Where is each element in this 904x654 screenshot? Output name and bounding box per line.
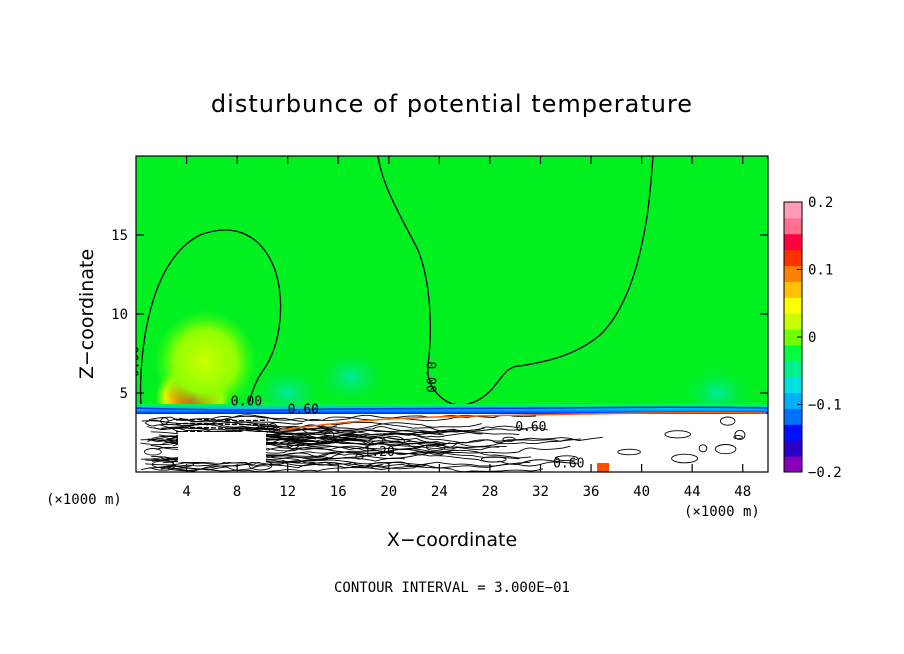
y-tick-label: 5 xyxy=(120,386,128,402)
colorbar-swatch xyxy=(784,424,802,441)
x-tick-label: 24 xyxy=(431,484,448,500)
contour-label: 0.00 xyxy=(128,346,143,377)
negative-contour xyxy=(175,418,269,422)
turbulence-eddy xyxy=(502,436,516,442)
turbulence-eddy xyxy=(151,460,175,469)
x-unit-right: (×1000 m) xyxy=(684,504,760,520)
contour-label: 0.60 xyxy=(553,456,584,471)
x-unit-left: (×1000 m) xyxy=(46,492,122,508)
turbulence-eddy xyxy=(333,435,358,440)
zero-contour-center xyxy=(377,156,654,406)
colorbar-label: −0.2 xyxy=(808,465,842,481)
colorbar-swatch xyxy=(784,456,802,473)
contour-label: 0.60 xyxy=(288,403,319,418)
turbulence-eddy xyxy=(425,443,446,451)
x-tick-label: 12 xyxy=(279,484,296,500)
x-tick-label: 44 xyxy=(684,484,701,500)
negative-contour xyxy=(175,422,269,426)
surface-hot-spot xyxy=(597,463,609,472)
negative-contour xyxy=(175,426,269,430)
turbulence-eddy xyxy=(733,435,743,440)
turbulence-contour xyxy=(150,427,548,436)
plot-area: 0.00 0.00 0.60 0.00 0.60 1.20 0.60 xyxy=(128,156,768,472)
y-axis-title: Z−coordinate xyxy=(76,249,98,379)
colorbar-swatch xyxy=(784,313,802,330)
colorbar-swatch xyxy=(784,408,802,425)
colorbar-swatch xyxy=(784,281,802,298)
x-tick-label: 48 xyxy=(734,484,751,500)
colorbar-swatch xyxy=(784,360,802,378)
colorbar-swatch xyxy=(784,344,802,362)
colorbar-swatch xyxy=(784,233,802,251)
chart-title: disturbunce of potential temperature xyxy=(211,90,693,118)
turbulence-eddy xyxy=(286,441,300,449)
colorbar-label: 0 xyxy=(808,330,816,346)
turbulence-eddy xyxy=(381,435,405,447)
contour-interval-note: CONTOUR INTERVAL = 3.000E−01 xyxy=(334,580,570,596)
turbulence-eddy xyxy=(160,417,169,425)
colorbar-swatch xyxy=(784,265,802,282)
turbulence-contour xyxy=(153,427,575,444)
contour-label: 0.60 xyxy=(515,420,546,435)
colorbar-label: 0.1 xyxy=(808,263,833,279)
x-tick-label: 28 xyxy=(481,484,498,500)
turbulence-eddy xyxy=(480,456,507,463)
x-tick-label: 32 xyxy=(532,484,549,500)
turbulence-eddy xyxy=(698,444,708,453)
colorbar-swatch xyxy=(784,202,802,219)
contour-label: 1.20 xyxy=(364,445,395,460)
colorbar-swatch xyxy=(784,376,802,394)
x-tick-label: 40 xyxy=(633,484,650,500)
contour-label: 0.00 xyxy=(423,361,438,392)
y-tick-label: 15 xyxy=(111,228,128,244)
x-tick-label: 36 xyxy=(583,484,600,500)
turbulence-eddy xyxy=(664,430,691,439)
colorbar-label: 0.2 xyxy=(808,195,833,211)
turbulence-eddy xyxy=(554,455,579,462)
turbulence-contour xyxy=(166,465,544,472)
turbulence-eddy xyxy=(144,448,162,456)
turbulence-eddy xyxy=(617,448,641,456)
colorbar-swatch xyxy=(784,392,802,409)
y-axis-ticks: 5 10 15 xyxy=(111,228,768,402)
calm-region xyxy=(178,432,266,462)
colorbar-label: −0.1 xyxy=(808,398,842,414)
x-tick-label: 8 xyxy=(233,484,241,500)
warm-layer-line xyxy=(279,411,767,431)
colorbar-swatch xyxy=(784,249,802,267)
turbulence-eddy xyxy=(167,464,175,470)
contour-labels: 0.00 0.00 0.60 0.00 0.60 1.20 0.60 xyxy=(128,346,584,471)
zero-contour-left xyxy=(139,229,282,411)
colorbar-swatch xyxy=(784,217,802,235)
contour-label: 0.00 xyxy=(231,395,262,410)
turbulence-contour xyxy=(149,461,416,472)
temperature-anomaly xyxy=(316,351,385,404)
colorbar-swatch xyxy=(784,329,802,346)
colorbar-swatch xyxy=(784,440,802,457)
turbulence-eddy xyxy=(714,444,737,455)
turbulence-eddy xyxy=(720,416,736,426)
cold-layer-line xyxy=(136,406,768,411)
x-axis-ticks: 4 8 12 16 20 24 28 32 36 40 44 48 xyxy=(182,156,751,500)
turbulence-eddy xyxy=(324,430,335,440)
turbulence-contour xyxy=(179,414,497,423)
y-tick-label: 10 xyxy=(111,307,128,323)
x-tick-label: 16 xyxy=(330,484,347,500)
temperature-anomaly xyxy=(153,309,258,414)
x-tick-label: 20 xyxy=(380,484,397,500)
colorbar-swatch xyxy=(784,297,802,314)
turbulence-eddy xyxy=(355,453,364,460)
turbulence-eddy xyxy=(671,453,699,464)
x-axis-title: X−coordinate xyxy=(387,529,517,551)
turbulence-eddy xyxy=(734,429,746,441)
turbulence-eddy xyxy=(270,432,294,439)
x-tick-label: 4 xyxy=(182,484,190,500)
turbulence-contour xyxy=(160,459,531,472)
colorbar: 0.2 0.1 0 −0.1 −0.2 xyxy=(783,195,842,481)
